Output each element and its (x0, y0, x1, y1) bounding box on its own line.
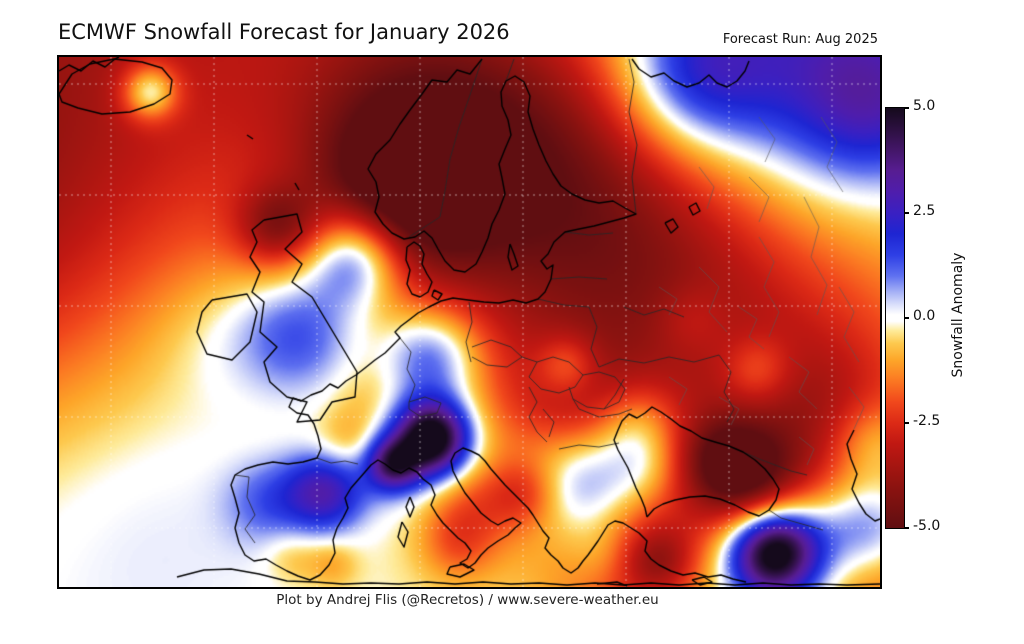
plot-title: ECMWF Snowfall Forecast for January 2026 (58, 20, 510, 44)
colorbar-tick-label: 5.0 (913, 98, 936, 114)
colorbar-tick-label: 2.5 (913, 203, 936, 219)
colorbar-tick-mark (904, 422, 909, 424)
colorbar-tick-label: 0.0 (913, 308, 936, 324)
coastline-overlay-canvas (59, 57, 880, 587)
colorbar-tick-mark (904, 527, 909, 529)
colorbar-tick-mark (904, 317, 909, 319)
europe-anomaly-map (57, 55, 882, 589)
colorbar-tick-label: -5.0 (913, 518, 941, 534)
colorbar-tick-mark (904, 107, 909, 109)
colorbar-tick-mark (904, 212, 909, 214)
colorbar-gradient (886, 108, 904, 528)
footer-caption: Plot by Andrej Flis (@Recretos) / www.se… (276, 592, 659, 608)
colorbar (885, 107, 905, 529)
colorbar-tick-label: -2.5 (913, 413, 941, 429)
forecast-run-label: Forecast Run: Aug 2025 (722, 32, 878, 47)
colorbar-axis-label: Snowfall Anomaly (950, 252, 966, 378)
